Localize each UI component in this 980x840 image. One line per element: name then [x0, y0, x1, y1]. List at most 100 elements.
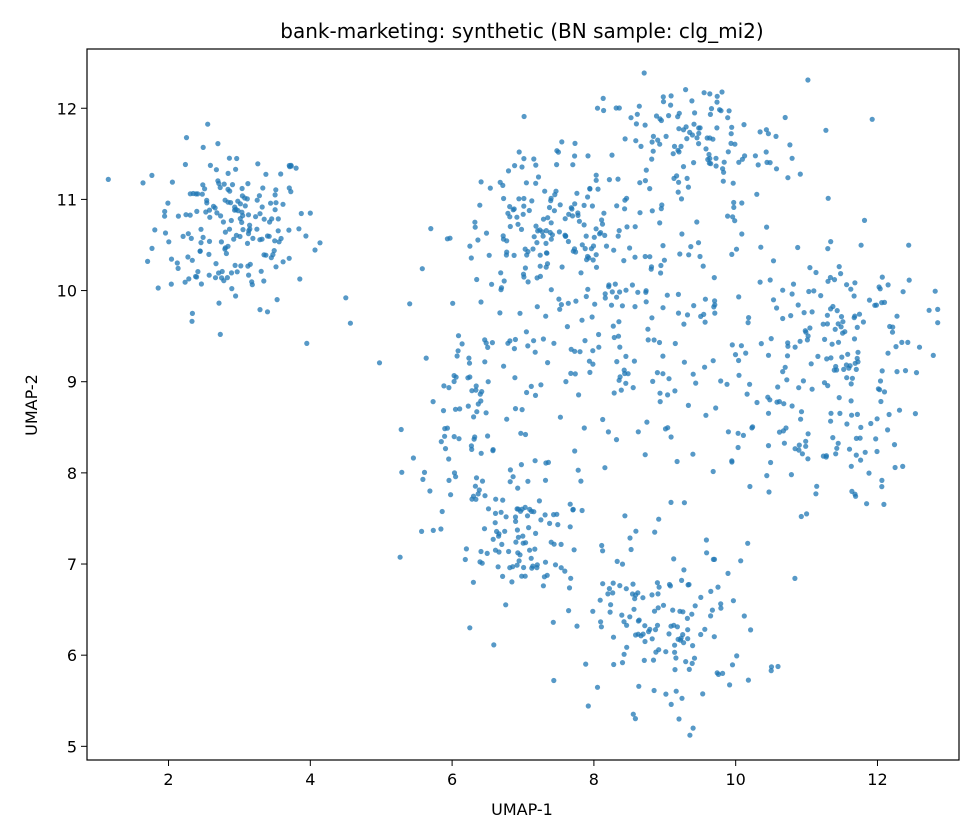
data-point: [656, 516, 662, 522]
data-point: [601, 107, 607, 114]
data-point: [186, 276, 192, 282]
data-point: [885, 350, 891, 356]
data-point: [668, 434, 674, 440]
data-point: [806, 288, 812, 295]
data-point: [894, 369, 900, 375]
data-point: [472, 219, 478, 225]
data-point: [557, 202, 563, 208]
data-point: [610, 323, 616, 329]
data-point: [874, 416, 880, 422]
data-point: [681, 567, 687, 573]
data-point: [869, 116, 875, 122]
data-point: [805, 456, 811, 462]
data-point: [900, 289, 906, 295]
data-point: [228, 217, 234, 224]
data-point: [574, 623, 580, 629]
data-point: [467, 625, 473, 631]
data-point: [780, 287, 786, 293]
data-point: [495, 564, 501, 570]
data-point: [789, 403, 795, 409]
data-point: [454, 353, 460, 359]
data-point: [450, 300, 456, 306]
data-point: [558, 565, 564, 571]
data-point: [555, 149, 562, 155]
data-point: [877, 387, 883, 393]
data-point: [610, 634, 617, 640]
x-tick-label: 2: [163, 770, 173, 789]
data-point: [633, 632, 639, 638]
data-point: [455, 348, 461, 354]
data-point: [632, 716, 639, 722]
data-point: [730, 180, 736, 186]
data-point: [660, 94, 666, 100]
data-point: [805, 431, 811, 437]
data-point: [707, 155, 713, 162]
data-point: [687, 732, 693, 738]
data-point: [642, 623, 648, 629]
data-point: [206, 272, 212, 278]
data-point: [530, 246, 536, 252]
data-point: [820, 453, 827, 459]
data-point: [796, 447, 802, 453]
data-point: [935, 320, 941, 326]
data-point: [155, 285, 161, 291]
data-point: [567, 501, 573, 507]
data-point: [609, 289, 615, 295]
data-point: [507, 223, 513, 230]
data-point: [162, 230, 169, 236]
data-point: [531, 509, 537, 515]
data-point: [587, 369, 593, 375]
data-point: [675, 291, 682, 297]
data-point: [233, 293, 239, 299]
data-point: [733, 246, 740, 252]
data-point: [690, 371, 696, 377]
data-point: [879, 484, 885, 490]
data-point: [657, 141, 663, 147]
data-point: [476, 487, 482, 493]
data-point: [503, 514, 509, 520]
data-point: [169, 179, 175, 185]
data-point: [207, 162, 213, 168]
data-point: [472, 434, 478, 440]
data-point: [912, 411, 919, 417]
data-point: [801, 310, 807, 316]
data-point: [566, 211, 572, 217]
data-point: [635, 429, 641, 435]
data-point: [690, 643, 696, 649]
data-point: [548, 220, 554, 226]
data-point: [593, 172, 599, 178]
data-point: [442, 433, 448, 439]
data-point: [668, 93, 674, 99]
data-point: [782, 114, 788, 121]
data-point: [808, 361, 814, 367]
data-point: [706, 151, 712, 158]
data-point: [477, 391, 483, 397]
data-point: [516, 558, 522, 564]
data-point: [766, 489, 772, 495]
data-point: [582, 338, 588, 344]
data-point: [707, 91, 713, 97]
data-point: [703, 146, 709, 152]
data-point: [602, 232, 608, 238]
data-point: [780, 315, 786, 322]
data-point: [666, 631, 672, 637]
data-point: [473, 496, 479, 502]
data-point: [572, 140, 578, 146]
data-point: [312, 247, 318, 253]
data-point: [247, 226, 253, 232]
data-point: [215, 141, 221, 147]
data-point: [711, 275, 717, 281]
data-point: [245, 181, 251, 187]
data-point: [667, 583, 674, 589]
data-point: [602, 465, 608, 471]
data-point: [586, 255, 592, 261]
data-point: [286, 255, 292, 261]
data-point: [617, 374, 623, 380]
data-point: [483, 230, 490, 236]
data-point: [676, 149, 682, 155]
data-point: [475, 237, 481, 243]
data-point: [174, 260, 180, 266]
data-point: [635, 618, 642, 624]
data-point: [853, 435, 860, 441]
data-point: [570, 162, 576, 168]
